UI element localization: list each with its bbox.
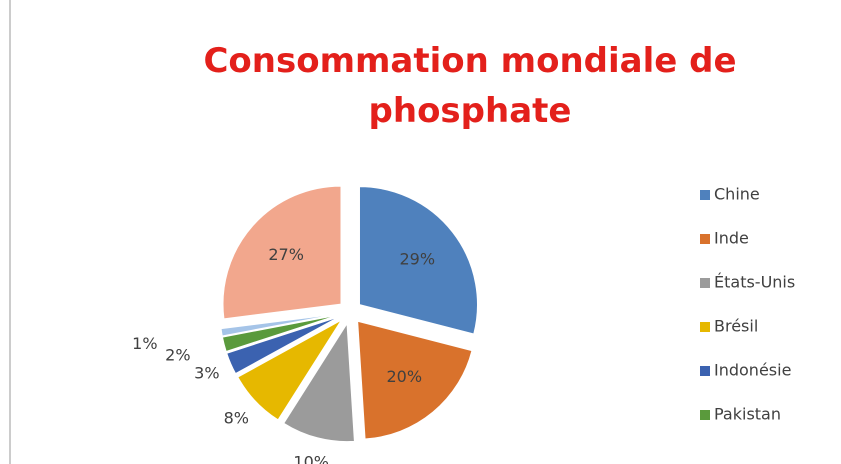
legend-label: Inde	[714, 229, 749, 248]
legend-swatch	[700, 366, 710, 376]
data-label: 8%	[224, 408, 249, 427]
data-label: 1%	[132, 334, 157, 353]
legend-swatch	[700, 190, 710, 200]
chart-title: Consommation mondiale de phosphate	[203, 41, 736, 131]
legend-label: Indonésie	[714, 361, 791, 380]
data-label: 27%	[268, 245, 304, 264]
legend-label: Pakistan	[714, 405, 781, 424]
pie-slice	[237, 319, 342, 421]
legend-label: États-Unis	[714, 273, 795, 292]
data-label: 10%	[293, 453, 329, 464]
pie-slice	[221, 314, 339, 353]
legend-swatch	[700, 322, 710, 332]
pie-slice	[283, 322, 355, 443]
legend-swatch	[700, 410, 710, 420]
legend-swatch	[700, 234, 710, 244]
data-label: 29%	[400, 249, 436, 268]
data-label: 20%	[387, 367, 423, 386]
data-label: 2%	[165, 346, 190, 365]
legend-swatch	[700, 278, 710, 288]
pie-slice	[357, 320, 473, 440]
pie-slice	[226, 316, 340, 375]
legend-label: Brésil	[714, 317, 758, 336]
legend-label: Chine	[714, 185, 760, 204]
pie-slice	[220, 313, 339, 337]
data-label: 3%	[194, 363, 219, 382]
pie-slice	[358, 186, 478, 335]
pie-slice	[222, 185, 342, 320]
